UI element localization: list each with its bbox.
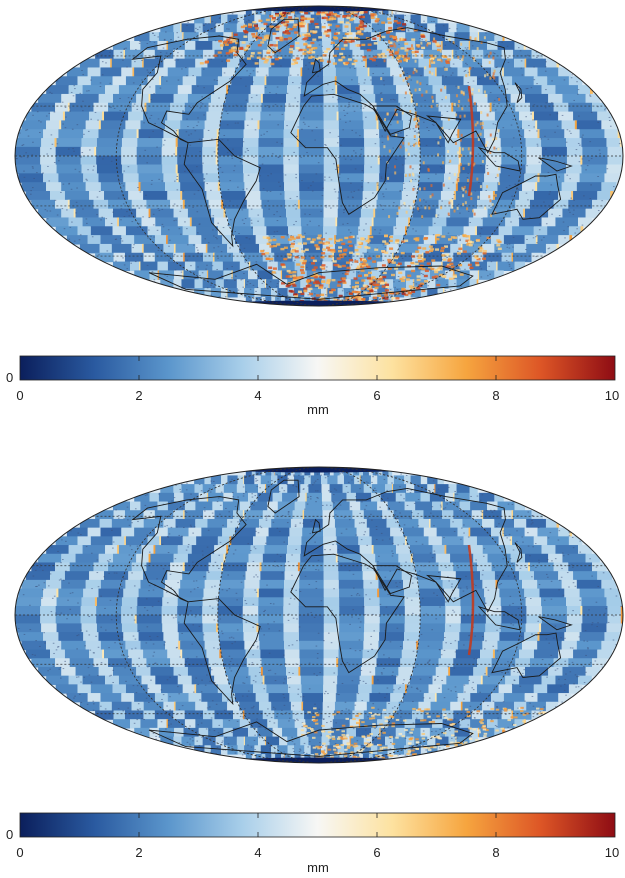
colorbar-left-label-bottom: 0 [6,827,13,842]
colorbar-unit-bottom: mm [307,860,329,875]
coastlines-top [131,18,573,300]
colorbar-tick-top-6: 6 [373,388,380,403]
colorbar-bottom: 0 0 2 4 6 8 10 mm [6,812,619,875]
colorbar-tick-top-10: 10 [605,388,619,403]
map-panel-bottom: 0 0 2 4 6 8 10 mm [0,455,625,878]
colorbar-gradient-top [19,355,616,381]
mollweide-map-bottom: 0 0 2 4 6 8 10 mm [6,466,624,875]
map-border-top [14,5,624,307]
colorbar-tick-bottom-8: 8 [492,845,499,860]
colorbar-tick-top-2: 2 [135,388,142,403]
coastlines-bottom [131,479,573,757]
graticule-top [15,6,623,306]
colorbar-top: 0 0 2 4 6 8 10 mm [6,355,619,417]
colorbar-tick-top-0: 0 [16,388,23,403]
colorbar-tick-top-4: 4 [254,388,261,403]
map-panel-top: 0 0 2 4 6 8 10 mm [0,0,625,420]
colorbar-gradient-bottom [19,812,616,838]
colorbar-tick-bottom-10: 10 [605,845,619,860]
graticule-bottom [15,467,623,763]
colorbar-unit-top: mm [307,402,329,417]
colorbar-tick-bottom-0: 0 [16,845,23,860]
colorbar-tick-bottom-2: 2 [135,845,142,860]
colorbar-tick-bottom-6: 6 [373,845,380,860]
map-border-bottom [14,466,624,764]
colorbar-tick-top-8: 8 [492,388,499,403]
colorbar-left-label-top: 0 [6,370,13,385]
colorbar-tick-bottom-4: 4 [254,845,261,860]
mollweide-map-top: 0 0 2 4 6 8 10 mm [6,5,624,417]
